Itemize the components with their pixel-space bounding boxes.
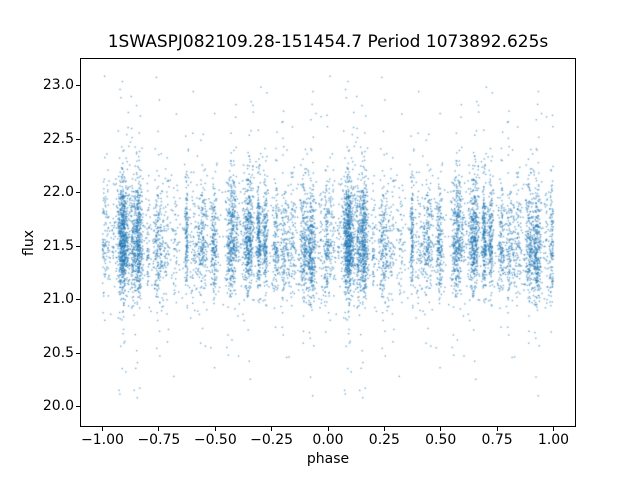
- y-tick-label: 20.0: [42, 398, 74, 415]
- y-tick-mark: [76, 192, 80, 194]
- x-tick-label: 0.00: [312, 432, 344, 448]
- scatter-canvas: [80, 58, 576, 427]
- x-tick-label: 0.25: [368, 432, 400, 448]
- x-tick-mark: [496, 427, 498, 431]
- y-tick-mark: [76, 406, 80, 408]
- plot-title: 1SWASPJ082109.28-151454.7 Period 1073892…: [107, 32, 549, 52]
- x-tick-mark: [214, 427, 216, 431]
- x-tick-mark: [553, 427, 554, 431]
- y-tick-mark: [76, 85, 80, 87]
- x-tick-label: 0.75: [481, 432, 513, 448]
- x-tick-label: −0.75: [137, 432, 181, 448]
- x-tick-mark: [440, 427, 442, 431]
- x-tick-mark: [383, 427, 385, 431]
- y-tick-mark: [76, 352, 80, 354]
- y-tick-label: 22.0: [42, 184, 74, 201]
- x-tick-mark: [102, 427, 103, 431]
- x-tick-label: −1.00: [81, 432, 124, 448]
- x-tick-mark: [327, 427, 329, 431]
- x-tick-label: −0.25: [250, 432, 294, 448]
- x-tick-label: 1.00: [537, 432, 570, 448]
- x-axis-label: phase: [306, 451, 350, 467]
- y-tick-label: 21.5: [42, 237, 74, 254]
- x-tick-mark: [158, 427, 160, 431]
- y-tick-label: 23.0: [42, 77, 74, 94]
- y-tick-mark: [76, 299, 80, 301]
- x-tick-mark: [271, 427, 273, 431]
- x-tick-label: 0.50: [425, 432, 457, 448]
- y-tick-label: 20.5: [42, 344, 74, 361]
- y-tick-label: 21.0: [42, 291, 74, 308]
- y-tick-label: 22.5: [42, 130, 74, 147]
- x-tick-label: −0.50: [193, 432, 237, 448]
- y-tick-mark: [76, 138, 80, 140]
- y-tick-mark: [76, 245, 80, 247]
